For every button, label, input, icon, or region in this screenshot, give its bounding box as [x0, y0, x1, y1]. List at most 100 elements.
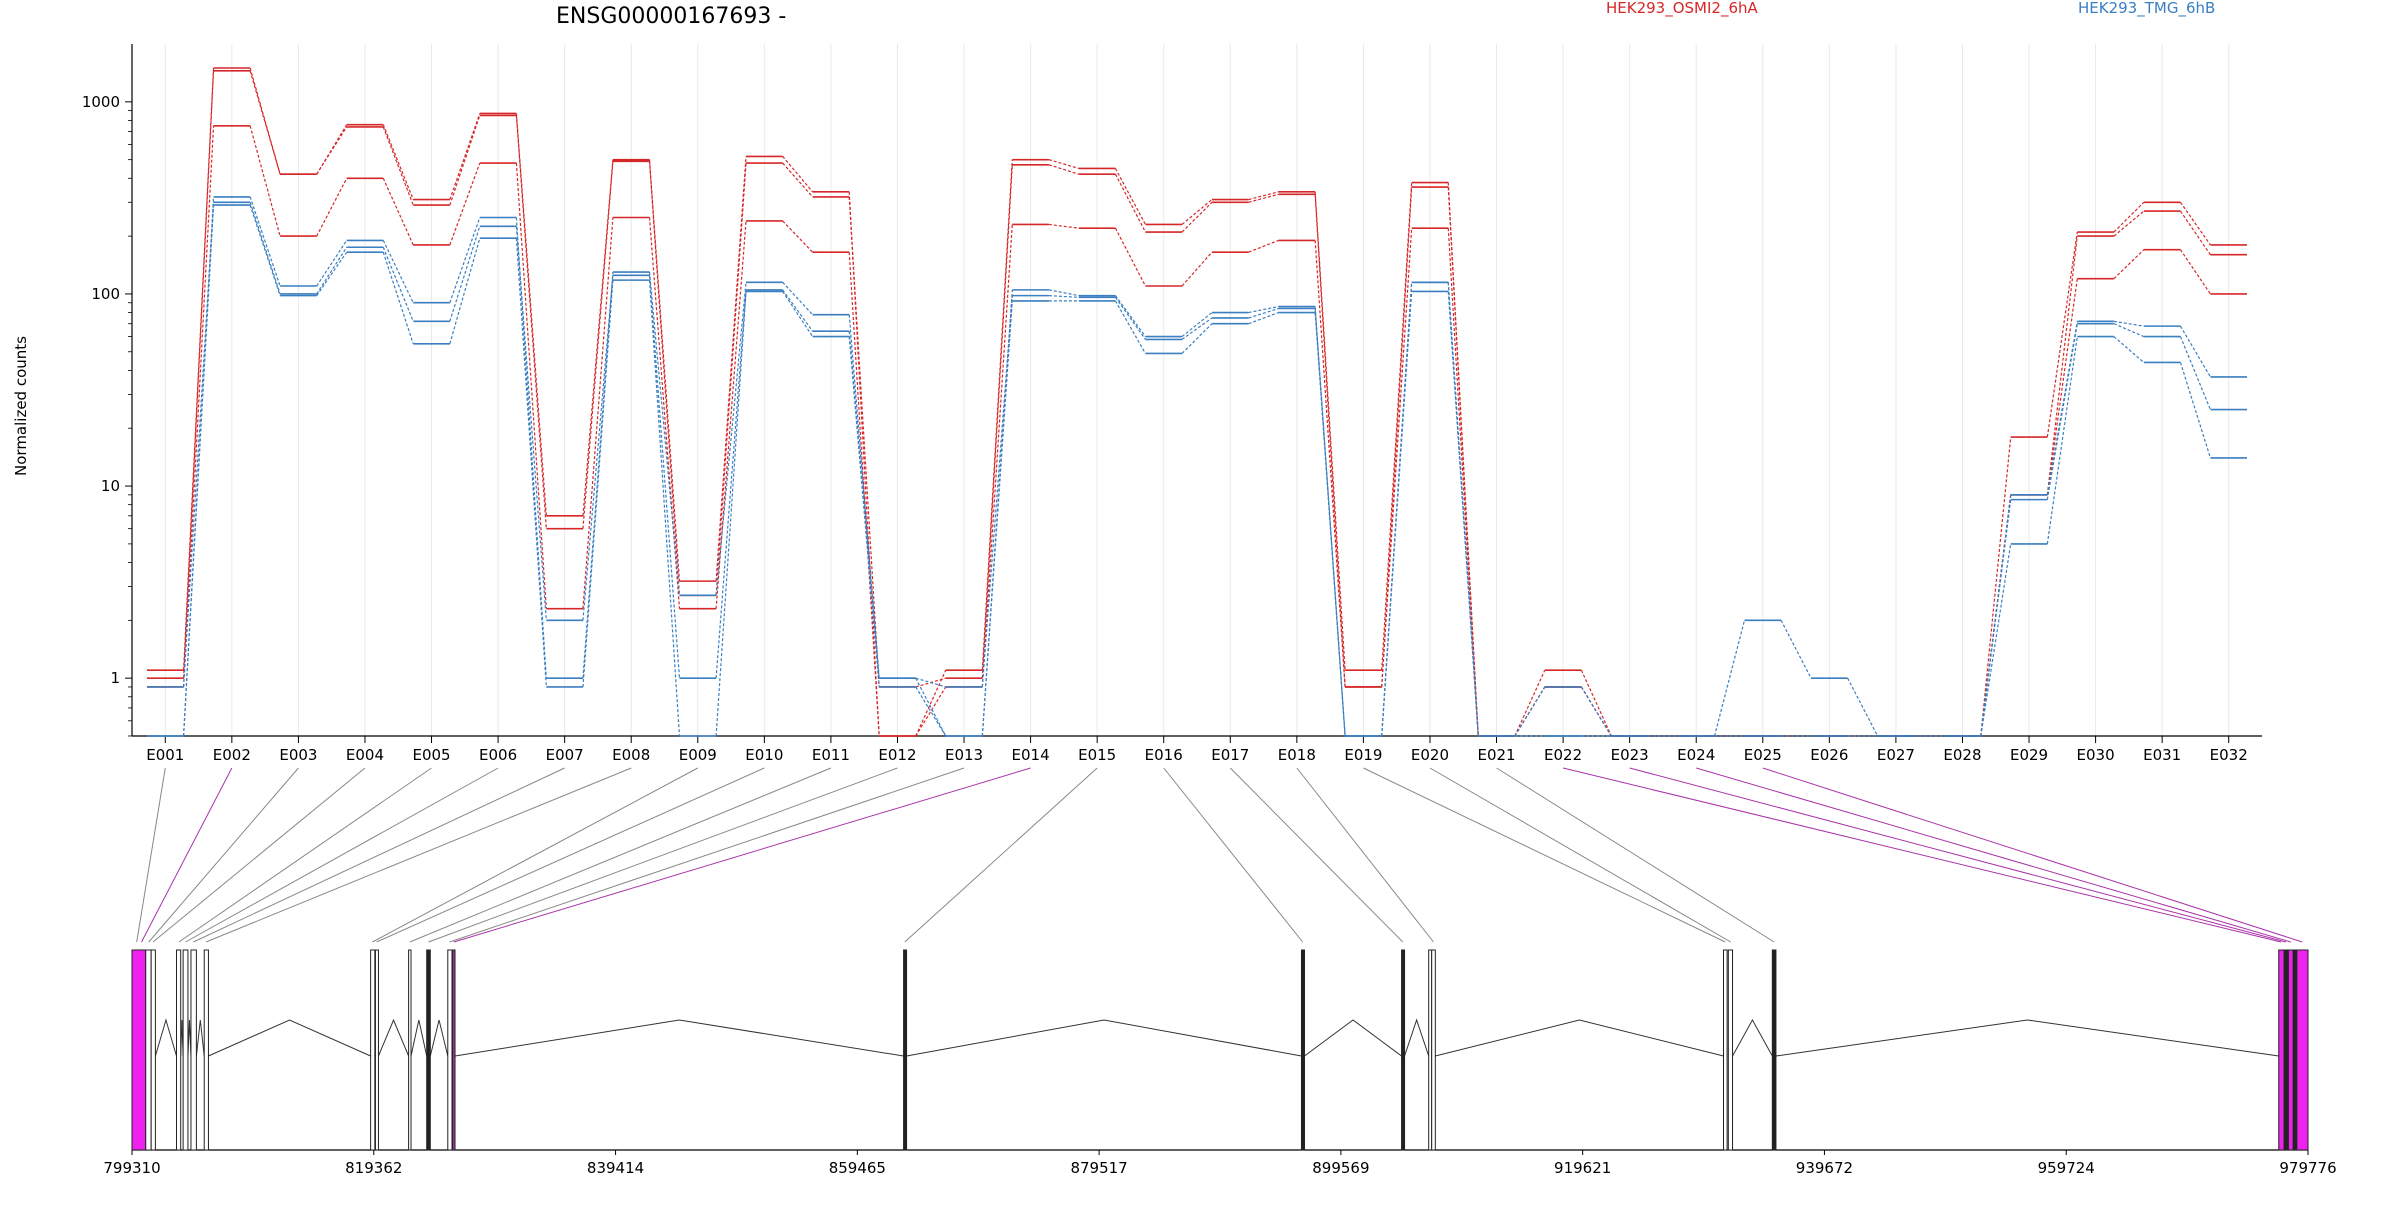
series-1-connector [2046, 236, 2078, 495]
exon-block-6 [203, 949, 209, 1151]
exon-link-13 [453, 767, 1031, 943]
chart-title: ENSG00000167693 - [556, 4, 786, 29]
x-tick-label-e010: E010 [745, 746, 783, 764]
legend-entry-osmi2: HEK293_OSMI2_6hA [1606, 0, 1759, 18]
series-4-connector [1114, 297, 1146, 340]
series-1-connector [515, 115, 547, 529]
series-5-connector [715, 291, 747, 737]
series-2-connector [648, 217, 681, 609]
series-1-connector [2179, 210, 2211, 256]
series-3-connector [249, 196, 281, 287]
series-5-connector [2113, 336, 2145, 363]
series-4-connector [915, 677, 946, 688]
axes [125, 44, 2262, 743]
x-tick-label-e030: E030 [2077, 746, 2115, 764]
genomic-tick-label-799310: 799310 [103, 1159, 160, 1177]
series-1-connector [382, 126, 414, 206]
exon-block-9 [408, 949, 412, 1151]
series-0-connector [981, 159, 1013, 671]
exon-link-16 [1229, 767, 1404, 943]
series-2-connector [782, 220, 814, 253]
series-4-connector [715, 289, 747, 679]
x-tick-label-e012: E012 [878, 746, 916, 764]
genomic-tick-label-879517: 879517 [1070, 1159, 1127, 1177]
intron-6 [410, 1019, 428, 1057]
exon-link-12 [449, 767, 965, 943]
series-3-connector [782, 281, 814, 316]
series-3-connector [1248, 305, 1279, 314]
exon-link-2 [148, 767, 299, 943]
x-tick-label-e027: E027 [1877, 746, 1915, 764]
series-0-connector [715, 156, 747, 582]
x-tick-label-e015: E015 [1078, 746, 1116, 764]
series-1-connector [582, 161, 614, 529]
series-2-connector [382, 178, 414, 246]
exon-block-15 [1401, 949, 1406, 1151]
exon-link-19 [1429, 767, 1731, 943]
x-tick-label-e018: E018 [1278, 746, 1316, 764]
x-tick-label-e016: E016 [1145, 746, 1183, 764]
series-4-connector [1580, 686, 1612, 737]
series-3-connector [2113, 320, 2144, 327]
legend-entry-tmg: HEK293_TMG_6hB [2078, 0, 2215, 18]
series-2-connector [2113, 249, 2145, 280]
y-tick-label-1000: 1000 [82, 93, 120, 111]
exon-link-7 [205, 767, 632, 943]
vertical-gridlines [164, 44, 2230, 736]
series-1-connector [2113, 210, 2145, 237]
intron-2 [187, 1019, 192, 1057]
genomic-tick-label-839414: 839414 [587, 1159, 644, 1177]
series-4-connector [582, 275, 614, 621]
series-5-connector [316, 251, 348, 296]
genomic-tick-label-939672: 939672 [1796, 1159, 1853, 1177]
series-5-connector [915, 686, 947, 737]
exon-block-21 [2278, 949, 2285, 1151]
series-3-connector [1181, 312, 1213, 338]
series-4-connector [449, 226, 481, 322]
series-2-connector [2046, 278, 2078, 495]
y-tick-label-1: 1 [110, 669, 120, 687]
exon-block-1 [145, 949, 152, 1151]
series-4-connector [316, 246, 348, 295]
series-1-connector [316, 126, 348, 175]
series-5-connector [1114, 300, 1146, 354]
series-3-connector [1713, 620, 1746, 737]
exon-block-13 [903, 949, 908, 1151]
exon-block-2 [150, 949, 156, 1151]
series-0 [146, 67, 2248, 737]
series-1-connector [1048, 164, 1080, 175]
series-2-connector [915, 686, 947, 737]
exon-block-17 [1431, 949, 1436, 1151]
series-0-connector [1381, 182, 1413, 671]
series-0-connector [1114, 168, 1146, 225]
series-3-connector [515, 217, 547, 679]
series-1-connector [715, 163, 747, 596]
series-2-connector [515, 163, 547, 609]
series-5-connector [1248, 311, 1279, 325]
x-tick-label-e006: E006 [479, 746, 517, 764]
exon-link-0 [136, 767, 166, 943]
genomic-tick-label-859465: 859465 [829, 1159, 886, 1177]
series-2-connector [316, 178, 348, 237]
x-tick-label-e011: E011 [812, 746, 850, 764]
exon-block-4 [182, 949, 189, 1151]
intron-13 [1732, 1018, 1773, 1057]
series-3-connector [981, 289, 1013, 737]
series-3-connector [582, 272, 614, 679]
series-1-connector [1114, 173, 1146, 233]
x-tick-label-e026: E026 [1810, 746, 1848, 764]
series-5-connector [848, 336, 880, 688]
y-tick-labels: 1 10 100 1000 [82, 93, 120, 687]
series-4-connector [2046, 323, 2078, 500]
x-tick-label-e022: E022 [1544, 746, 1582, 764]
series-3-connector [848, 314, 880, 679]
series-3-connector [1847, 677, 1879, 737]
x-tick-label-e007: E007 [546, 746, 584, 764]
exon-block-3 [175, 949, 182, 1151]
x-tick-label-e019: E019 [1344, 746, 1382, 764]
series-2-connector [1514, 686, 1546, 737]
series-lines [146, 67, 2248, 737]
series-3-connector [648, 271, 681, 596]
series-2-connector [1048, 223, 1079, 229]
intron-14 [1775, 1019, 2279, 1057]
